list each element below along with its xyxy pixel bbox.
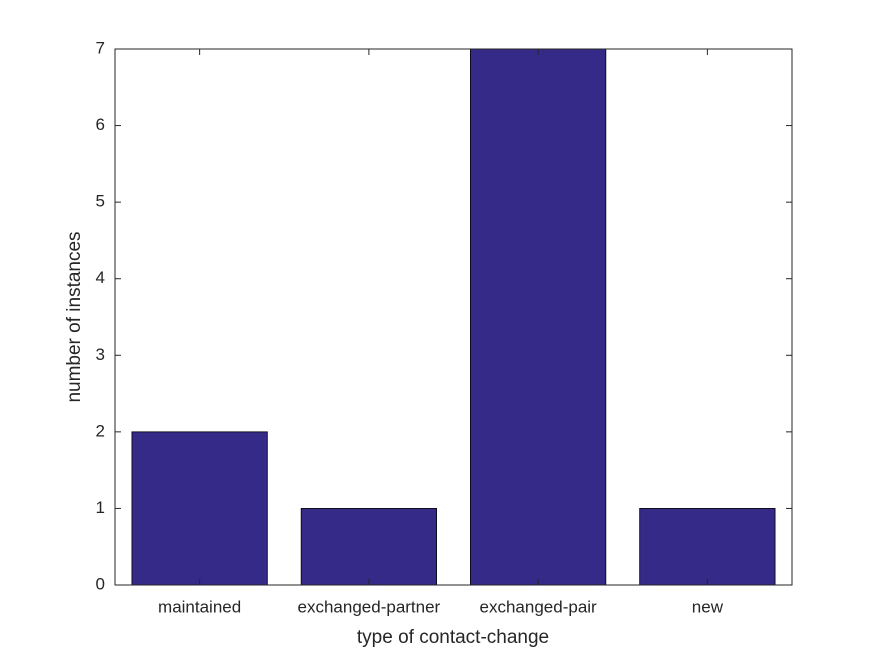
y-tick-label: 3 [96, 345, 105, 364]
y-tick-label: 1 [96, 498, 105, 517]
x-tick-label: exchanged-partner [298, 597, 441, 616]
bar [300, 508, 437, 586]
bar [131, 431, 268, 586]
x-tick-label: new [692, 597, 724, 616]
bar [470, 48, 607, 586]
y-tick-label: 2 [96, 421, 105, 440]
bar [639, 508, 776, 586]
x-axis-title: type of contact-change [357, 627, 549, 648]
plot-frame [114, 48, 793, 586]
y-tick-label: 4 [96, 268, 105, 287]
y-tick-label: 6 [96, 115, 105, 134]
x-tick-label: maintained [158, 597, 241, 616]
y-tick-label: 0 [96, 574, 105, 593]
y-tick-label: 7 [96, 38, 105, 57]
x-tick-label: exchanged-pair [480, 597, 598, 616]
y-tick-label: 5 [96, 192, 105, 211]
y-axis-title: number of instances [64, 231, 85, 402]
